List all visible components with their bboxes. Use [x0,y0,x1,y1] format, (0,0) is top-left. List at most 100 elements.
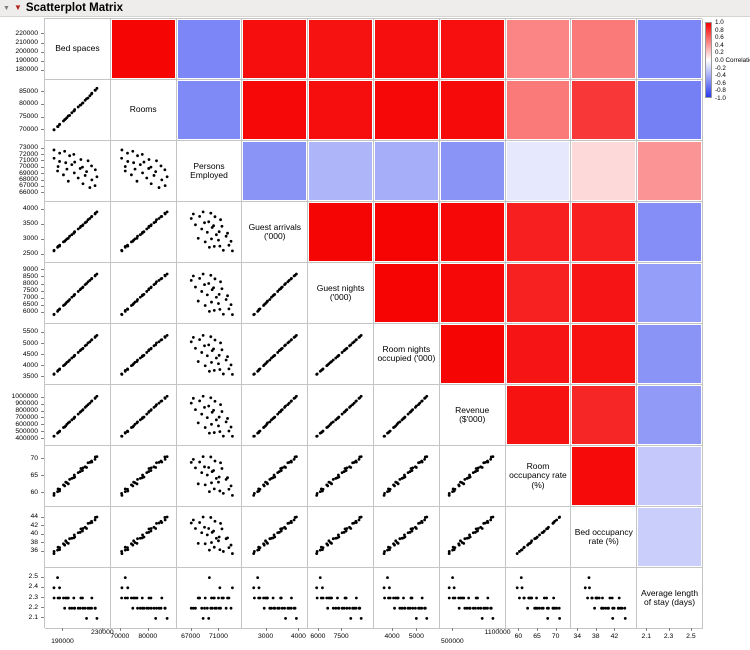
data-point[interactable] [52,373,56,376]
data-point[interactable] [191,606,195,610]
data-point[interactable] [201,394,205,398]
data-point[interactable] [340,606,344,610]
data-point[interactable] [414,466,418,469]
scatter-cell[interactable] [110,263,177,324]
data-point[interactable] [52,596,56,600]
data-point[interactable] [191,518,195,522]
data-point[interactable] [229,425,233,429]
data-point[interactable] [319,548,322,552]
data-point[interactable] [157,278,161,282]
data-point[interactable] [257,308,261,311]
data-point[interactable] [163,457,167,461]
data-point[interactable] [262,596,266,600]
data-point[interactable] [189,340,193,344]
data-point[interactable] [515,586,519,590]
data-point[interactable] [418,606,422,610]
data-point[interactable] [76,176,80,180]
data-point[interactable] [273,533,276,537]
data-point[interactable] [85,527,88,530]
data-point[interactable] [131,543,134,547]
data-point[interactable] [595,596,599,600]
data-point[interactable] [216,238,220,242]
data-point[interactable] [225,536,229,540]
scatter-cell[interactable] [242,568,309,629]
data-point[interactable] [206,617,210,620]
data-point[interactable] [201,617,205,620]
data-point[interactable] [147,410,150,414]
data-point[interactable] [418,521,422,525]
data-point[interactable] [326,543,330,547]
data-point[interactable] [315,550,319,553]
data-point[interactable] [321,546,325,550]
data-point[interactable] [403,475,407,479]
data-point[interactable] [230,313,234,317]
data-point[interactable] [93,168,97,172]
data-point[interactable] [216,480,220,484]
data-point[interactable] [203,240,207,244]
data-point[interactable] [212,369,216,372]
data-point[interactable] [142,535,146,539]
data-point[interactable] [468,535,472,539]
data-point[interactable] [81,182,85,186]
data-point[interactable] [126,548,129,552]
data-point[interactable] [217,353,221,357]
scatter-cell[interactable] [242,446,309,507]
data-point[interactable] [214,418,218,422]
data-point[interactable] [218,586,221,590]
data-point[interactable] [517,596,521,600]
data-point[interactable] [129,173,133,177]
scatter-cell[interactable] [45,141,111,202]
data-point[interactable] [208,335,212,339]
data-point[interactable] [193,527,197,530]
data-point[interactable] [73,160,77,164]
data-point[interactable] [337,475,341,479]
data-point[interactable] [123,576,127,579]
data-point[interactable] [411,527,415,530]
data-point[interactable] [78,288,82,291]
data-point[interactable] [199,351,203,354]
data-point[interactable] [473,470,477,473]
data-point[interactable] [95,175,99,179]
data-point[interactable] [149,596,153,600]
data-point[interactable] [197,215,201,218]
data-point[interactable] [149,286,153,290]
data-point[interactable] [216,596,220,600]
data-point[interactable] [211,529,215,533]
data-point[interactable] [154,218,158,222]
data-point[interactable] [212,545,216,549]
data-point[interactable] [149,224,153,228]
data-point[interactable] [344,347,348,351]
scatter-cell[interactable] [45,385,111,446]
data-point[interactable] [90,460,94,464]
scatter-cell[interactable] [110,568,177,629]
data-point[interactable] [90,596,94,600]
data-point[interactable] [220,467,223,470]
data-point[interactable] [398,478,402,481]
data-point[interactable] [211,469,215,472]
data-point[interactable] [218,403,222,407]
scatter-cell[interactable] [110,385,177,446]
data-point[interactable] [138,418,142,422]
data-point[interactable] [326,484,330,488]
data-point[interactable] [68,606,72,610]
data-point[interactable] [382,552,386,555]
data-point[interactable] [209,300,213,304]
data-point[interactable] [93,212,97,216]
data-point[interactable] [263,363,267,367]
data-point[interactable] [257,489,261,493]
data-point[interactable] [207,245,211,249]
data-point[interactable] [79,527,83,531]
data-point[interactable] [258,596,262,600]
data-point[interactable] [125,596,129,600]
data-point[interactable] [337,533,340,537]
data-point[interactable] [330,421,334,425]
data-point[interactable] [220,527,223,531]
data-point[interactable] [90,164,93,168]
data-point[interactable] [142,230,146,234]
data-point[interactable] [551,596,555,600]
data-point[interactable] [386,431,389,435]
data-point[interactable] [528,541,531,545]
data-point[interactable] [557,515,561,519]
data-point[interactable] [273,415,277,419]
data-point[interactable] [452,586,456,590]
